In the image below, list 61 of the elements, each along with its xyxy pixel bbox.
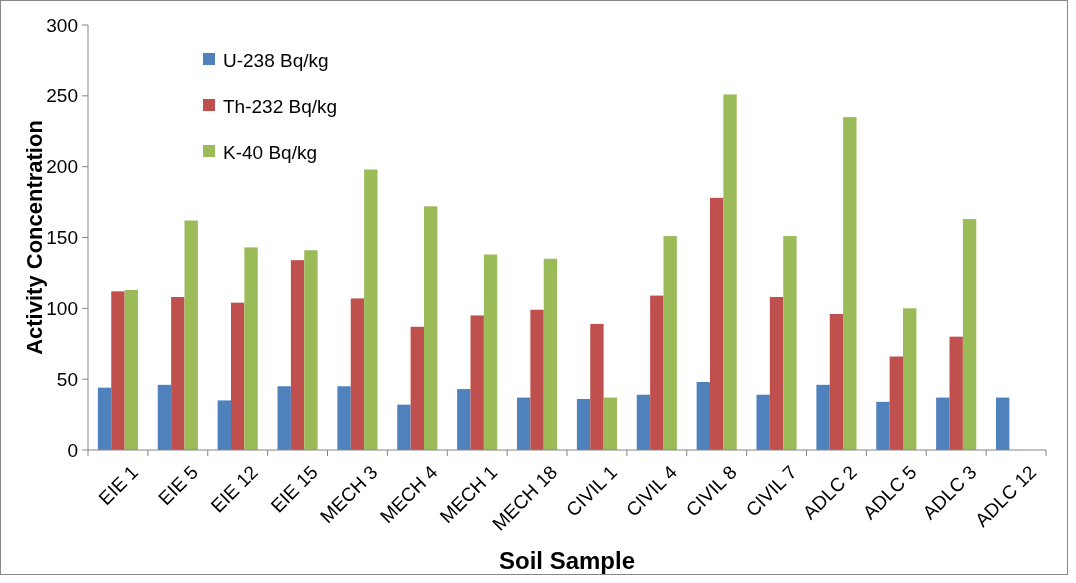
bar <box>876 401 890 450</box>
bar <box>783 236 797 450</box>
bar <box>470 315 484 450</box>
bar <box>184 220 198 450</box>
bar <box>590 323 604 450</box>
bar <box>543 258 558 450</box>
bar <box>217 400 231 450</box>
legend-label: K-40 Bq/kg <box>223 141 317 163</box>
y-tick-label: 150 <box>46 227 78 249</box>
bar <box>936 397 950 450</box>
legend-label: Th-232 Bq/kg <box>223 95 338 117</box>
bar <box>723 94 737 450</box>
bar <box>710 197 724 450</box>
bar <box>576 399 591 450</box>
legend-label: U-238 Bq/kg <box>223 49 329 71</box>
bar <box>483 254 498 450</box>
bar <box>231 302 245 450</box>
y-tick-label: 300 <box>46 14 78 36</box>
bar <box>769 297 784 450</box>
bar <box>397 404 411 450</box>
bar <box>364 169 378 450</box>
bar <box>829 314 844 450</box>
bar <box>603 397 617 450</box>
bar <box>663 236 677 450</box>
bar <box>996 397 1010 450</box>
bar <box>636 394 651 450</box>
bar <box>650 295 664 450</box>
y-tick-label: 50 <box>56 368 78 390</box>
bar <box>244 247 258 450</box>
bar <box>304 250 318 450</box>
x-tick-label: EIE 5 <box>154 461 203 510</box>
bar <box>889 356 903 450</box>
bar <box>424 206 438 450</box>
bar <box>756 394 770 450</box>
bar <box>962 219 977 450</box>
bar <box>816 384 830 450</box>
bar <box>350 298 365 450</box>
bar <box>337 386 351 450</box>
bar <box>97 387 112 450</box>
bar <box>410 326 424 450</box>
bar <box>517 397 531 450</box>
bar <box>696 382 710 450</box>
y-tick-label: 200 <box>46 156 78 178</box>
bar <box>171 297 185 450</box>
x-axis-title: Soil Sample <box>498 547 636 574</box>
x-tick-label: EIE 1 <box>94 461 143 510</box>
bar <box>111 291 125 450</box>
bar <box>457 389 471 450</box>
bar <box>157 384 172 450</box>
y-axis-title: Activity Concentration <box>22 120 47 355</box>
y-tick-label: 100 <box>46 297 78 319</box>
y-tick-label: 0 <box>67 439 78 461</box>
bar <box>277 386 291 450</box>
y-tick-label: 250 <box>46 85 78 107</box>
bar <box>949 336 963 450</box>
bar <box>290 260 305 450</box>
bar <box>530 309 544 450</box>
x-tick-label: EIE 12 <box>206 461 262 517</box>
bar <box>843 117 857 450</box>
bar <box>124 289 138 450</box>
bar <box>903 308 917 450</box>
